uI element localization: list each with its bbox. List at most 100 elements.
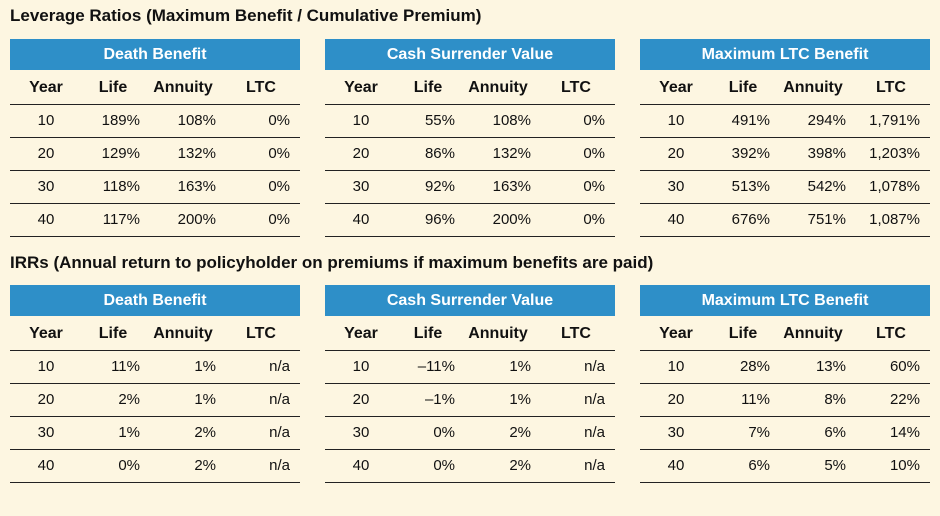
table-heading: Maximum LTC Benefit [640, 285, 930, 316]
table-cell: 10 [352, 112, 370, 129]
column-header: Annuity [153, 79, 213, 96]
table-cell: 40 [667, 211, 685, 228]
table-cell: 0% [433, 424, 455, 441]
table-row: 30 0% 2% n/a [325, 416, 615, 449]
column-header: Life [98, 325, 128, 342]
table-cell: 2% [118, 391, 140, 408]
column-header-row: Year Life Annuity LTC [640, 72, 930, 104]
table-cell: 108% [492, 112, 531, 129]
table-cell: 6% [824, 424, 846, 441]
table-cell: 676% [731, 211, 770, 228]
column-header: Annuity [468, 325, 528, 342]
table-cell: 5% [824, 457, 846, 474]
table-cell: 13% [815, 358, 846, 375]
table-cell: 491% [731, 112, 770, 129]
table-cell: 20 [352, 391, 370, 408]
table-cell: 0% [583, 112, 605, 129]
table-cell: 20 [667, 391, 685, 408]
table-cell: 1,087% [869, 211, 920, 228]
table-row: 10 11% 1% n/a [10, 350, 300, 383]
table-cell: 1,203% [869, 145, 920, 162]
table-cell: 86% [424, 145, 455, 162]
table-row: 40 96% 200% 0% [325, 203, 615, 237]
table-cell: 0% [583, 145, 605, 162]
column-header-row: Year Life Annuity LTC [325, 72, 615, 104]
table-cash-surrender-value: Cash Surrender Value Year Life Annuity LTC 10… [325, 285, 615, 483]
table-cell: 751% [807, 211, 846, 228]
table-cell: n/a [269, 457, 290, 474]
table-maximum-ltc-benefit: Maximum LTC Benefit Year Life Annuity LTC 10 2… [640, 285, 930, 483]
table-cell: 10 [352, 358, 370, 375]
table-cell: 30 [667, 178, 685, 195]
table-cell: 2% [194, 457, 216, 474]
table-row: 40 0% 2% n/a [325, 449, 615, 483]
column-header: LTC [876, 79, 906, 96]
table-cell: n/a [269, 424, 290, 441]
table-cell: 40 [37, 211, 55, 228]
table-row: 10 –11% 1% n/a [325, 350, 615, 383]
table-heading: Maximum LTC Benefit [640, 39, 930, 70]
table-cell: 40 [352, 211, 370, 228]
table-cell: 108% [177, 112, 216, 129]
column-header-row: Year Life Annuity LTC [640, 318, 930, 350]
table-row: 40 117% 200% 0% [10, 203, 300, 237]
table-cell: 7% [748, 424, 770, 441]
table-cell: 20 [37, 145, 55, 162]
table-death-benefit: Death Benefit Year Life Annuity LTC 10 189% 108… [10, 39, 300, 237]
table-row: 40 0% 2% n/a [10, 449, 300, 483]
table-cell: 20 [667, 145, 685, 162]
table-row: 20 129% 132% 0% [10, 137, 300, 170]
column-header: Year [344, 325, 378, 342]
table-cell: 1% [118, 424, 140, 441]
table-row: 10 28% 13% 60% [640, 350, 930, 383]
table-row: 30 92% 163% 0% [325, 170, 615, 203]
section-subtitle-text: (Annual return to policyholder on premiu… [53, 253, 654, 272]
table-cell: n/a [584, 424, 605, 441]
table-cell: n/a [584, 391, 605, 408]
column-header: Year [29, 325, 63, 342]
table-cell: 542% [807, 178, 846, 195]
column-header: Life [728, 79, 758, 96]
table-cell: 0% [268, 145, 290, 162]
table-row: 20 2% 1% n/a [10, 383, 300, 416]
table-cell: 28% [739, 358, 770, 375]
table-cell: 2% [509, 424, 531, 441]
table-cell: 6% [748, 457, 770, 474]
section-title-text: Leverage Ratios [10, 6, 142, 25]
table-cell: 0% [583, 178, 605, 195]
table-cell: 20 [37, 391, 55, 408]
table-cell: 1% [194, 358, 216, 375]
column-header: Annuity [468, 79, 528, 96]
column-header: LTC [561, 325, 591, 342]
table-cell: 11% [111, 358, 140, 375]
column-header: Life [728, 325, 758, 342]
column-header-row: Year Life Annuity LTC [10, 318, 300, 350]
column-header: Life [413, 79, 443, 96]
table-cell: 22% [889, 391, 920, 408]
table-cell: 163% [492, 178, 531, 195]
table-cell: n/a [584, 457, 605, 474]
table-cell: 96% [424, 211, 455, 228]
table-cell: –11% [417, 358, 455, 375]
table-cell: n/a [269, 358, 290, 375]
table-cell: 0% [433, 457, 455, 474]
table-cell: n/a [269, 391, 290, 408]
table-cell: 118% [102, 178, 140, 195]
column-header: Year [659, 79, 693, 96]
section-title-text: IRRs [10, 253, 49, 272]
table-cell: 8% [824, 391, 846, 408]
column-header: Annuity [783, 79, 843, 96]
table-cell: 30 [37, 424, 55, 441]
column-header: Year [344, 79, 378, 96]
table-cell: 398% [807, 145, 846, 162]
column-header: LTC [561, 79, 591, 96]
table-cell: 40 [667, 457, 685, 474]
table-cell: 10 [667, 112, 685, 129]
column-header: Life [413, 325, 443, 342]
table-row: 10 55% 108% 0% [325, 104, 615, 137]
table-cell: 10 [37, 358, 55, 375]
table-cell: 1% [509, 391, 531, 408]
table-heading: Death Benefit [10, 39, 300, 70]
table-cell: 2% [194, 424, 216, 441]
table-cell: 200% [177, 211, 216, 228]
